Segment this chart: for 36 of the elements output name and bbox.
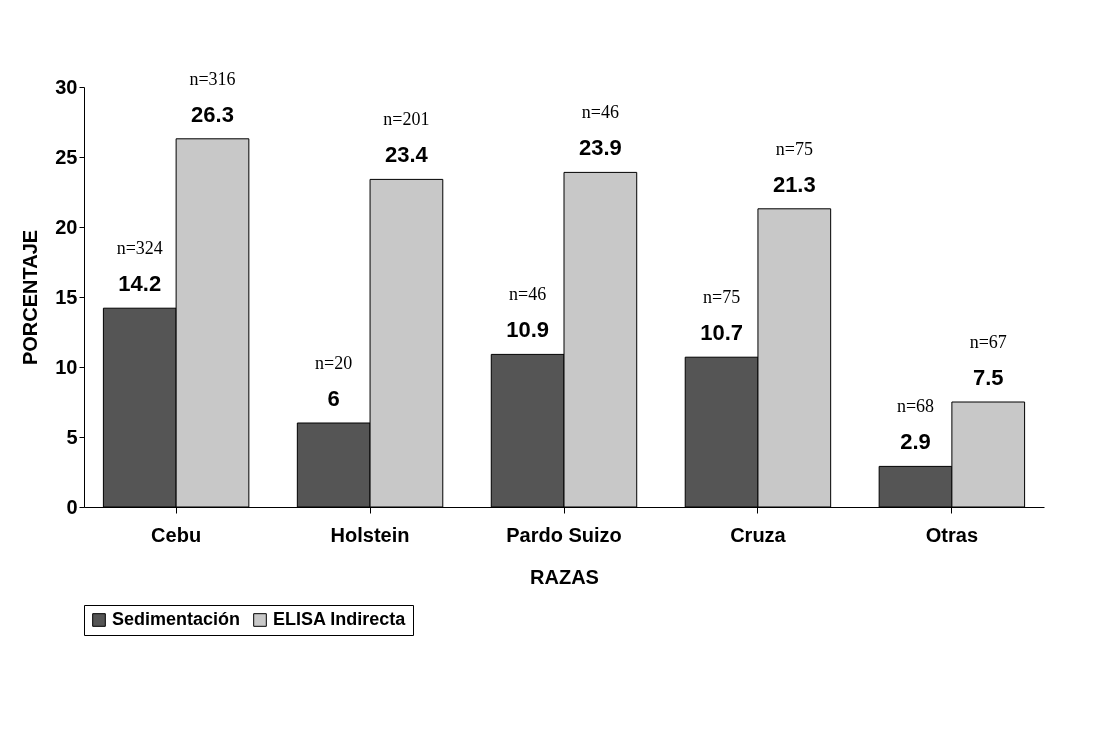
legend-label: ELISA Indirecta xyxy=(273,609,407,629)
annotation: n=316 xyxy=(189,68,236,89)
x-axis-title: RAZAS xyxy=(530,565,599,588)
x-tick-label: Cebu xyxy=(151,523,202,546)
data-label: 10.9 xyxy=(506,317,550,343)
x-tick-label: Otras xyxy=(925,523,978,546)
data-label: 6 xyxy=(327,386,340,411)
y-tick-label: 30 xyxy=(55,75,78,98)
data-label: 10.7 xyxy=(700,320,743,346)
y-tick-label: 5 xyxy=(66,425,78,448)
annotation: n=46 xyxy=(581,102,619,123)
y-tick-label: 15 xyxy=(55,285,78,308)
annotation: n=75 xyxy=(703,287,741,308)
data-label: 2.9 xyxy=(900,429,931,455)
x-tick-label: Pardo Suizo xyxy=(506,523,622,546)
y-tick-label: 20 xyxy=(55,215,78,238)
data-label: 26.3 xyxy=(191,101,234,127)
y-tick-label: 25 xyxy=(55,145,78,168)
data-label: 23.4 xyxy=(385,142,429,168)
x-tick-label: Cruza xyxy=(730,523,787,546)
y-tick-label: 10 xyxy=(55,355,78,378)
annotation: n=68 xyxy=(896,396,935,417)
annotation: n=20 xyxy=(315,353,353,373)
x-tick-label: Holstein xyxy=(330,523,410,546)
annotation: n=75 xyxy=(775,138,813,159)
annotation: n=324 xyxy=(116,238,163,259)
data-label: 23.9 xyxy=(578,135,622,161)
data-label: 7.5 xyxy=(972,365,1004,390)
data-label: 21.3 xyxy=(772,171,816,197)
annotation: n=67 xyxy=(969,332,1007,352)
data-label: 14.2 xyxy=(118,271,162,297)
annotation: n=46 xyxy=(509,284,547,305)
legend-label: Sedimentación xyxy=(112,609,241,629)
y-axis-title: PORCENTAJE xyxy=(19,229,42,366)
annotation: n=201 xyxy=(383,109,430,130)
y-tick-label: 0 xyxy=(66,495,78,518)
